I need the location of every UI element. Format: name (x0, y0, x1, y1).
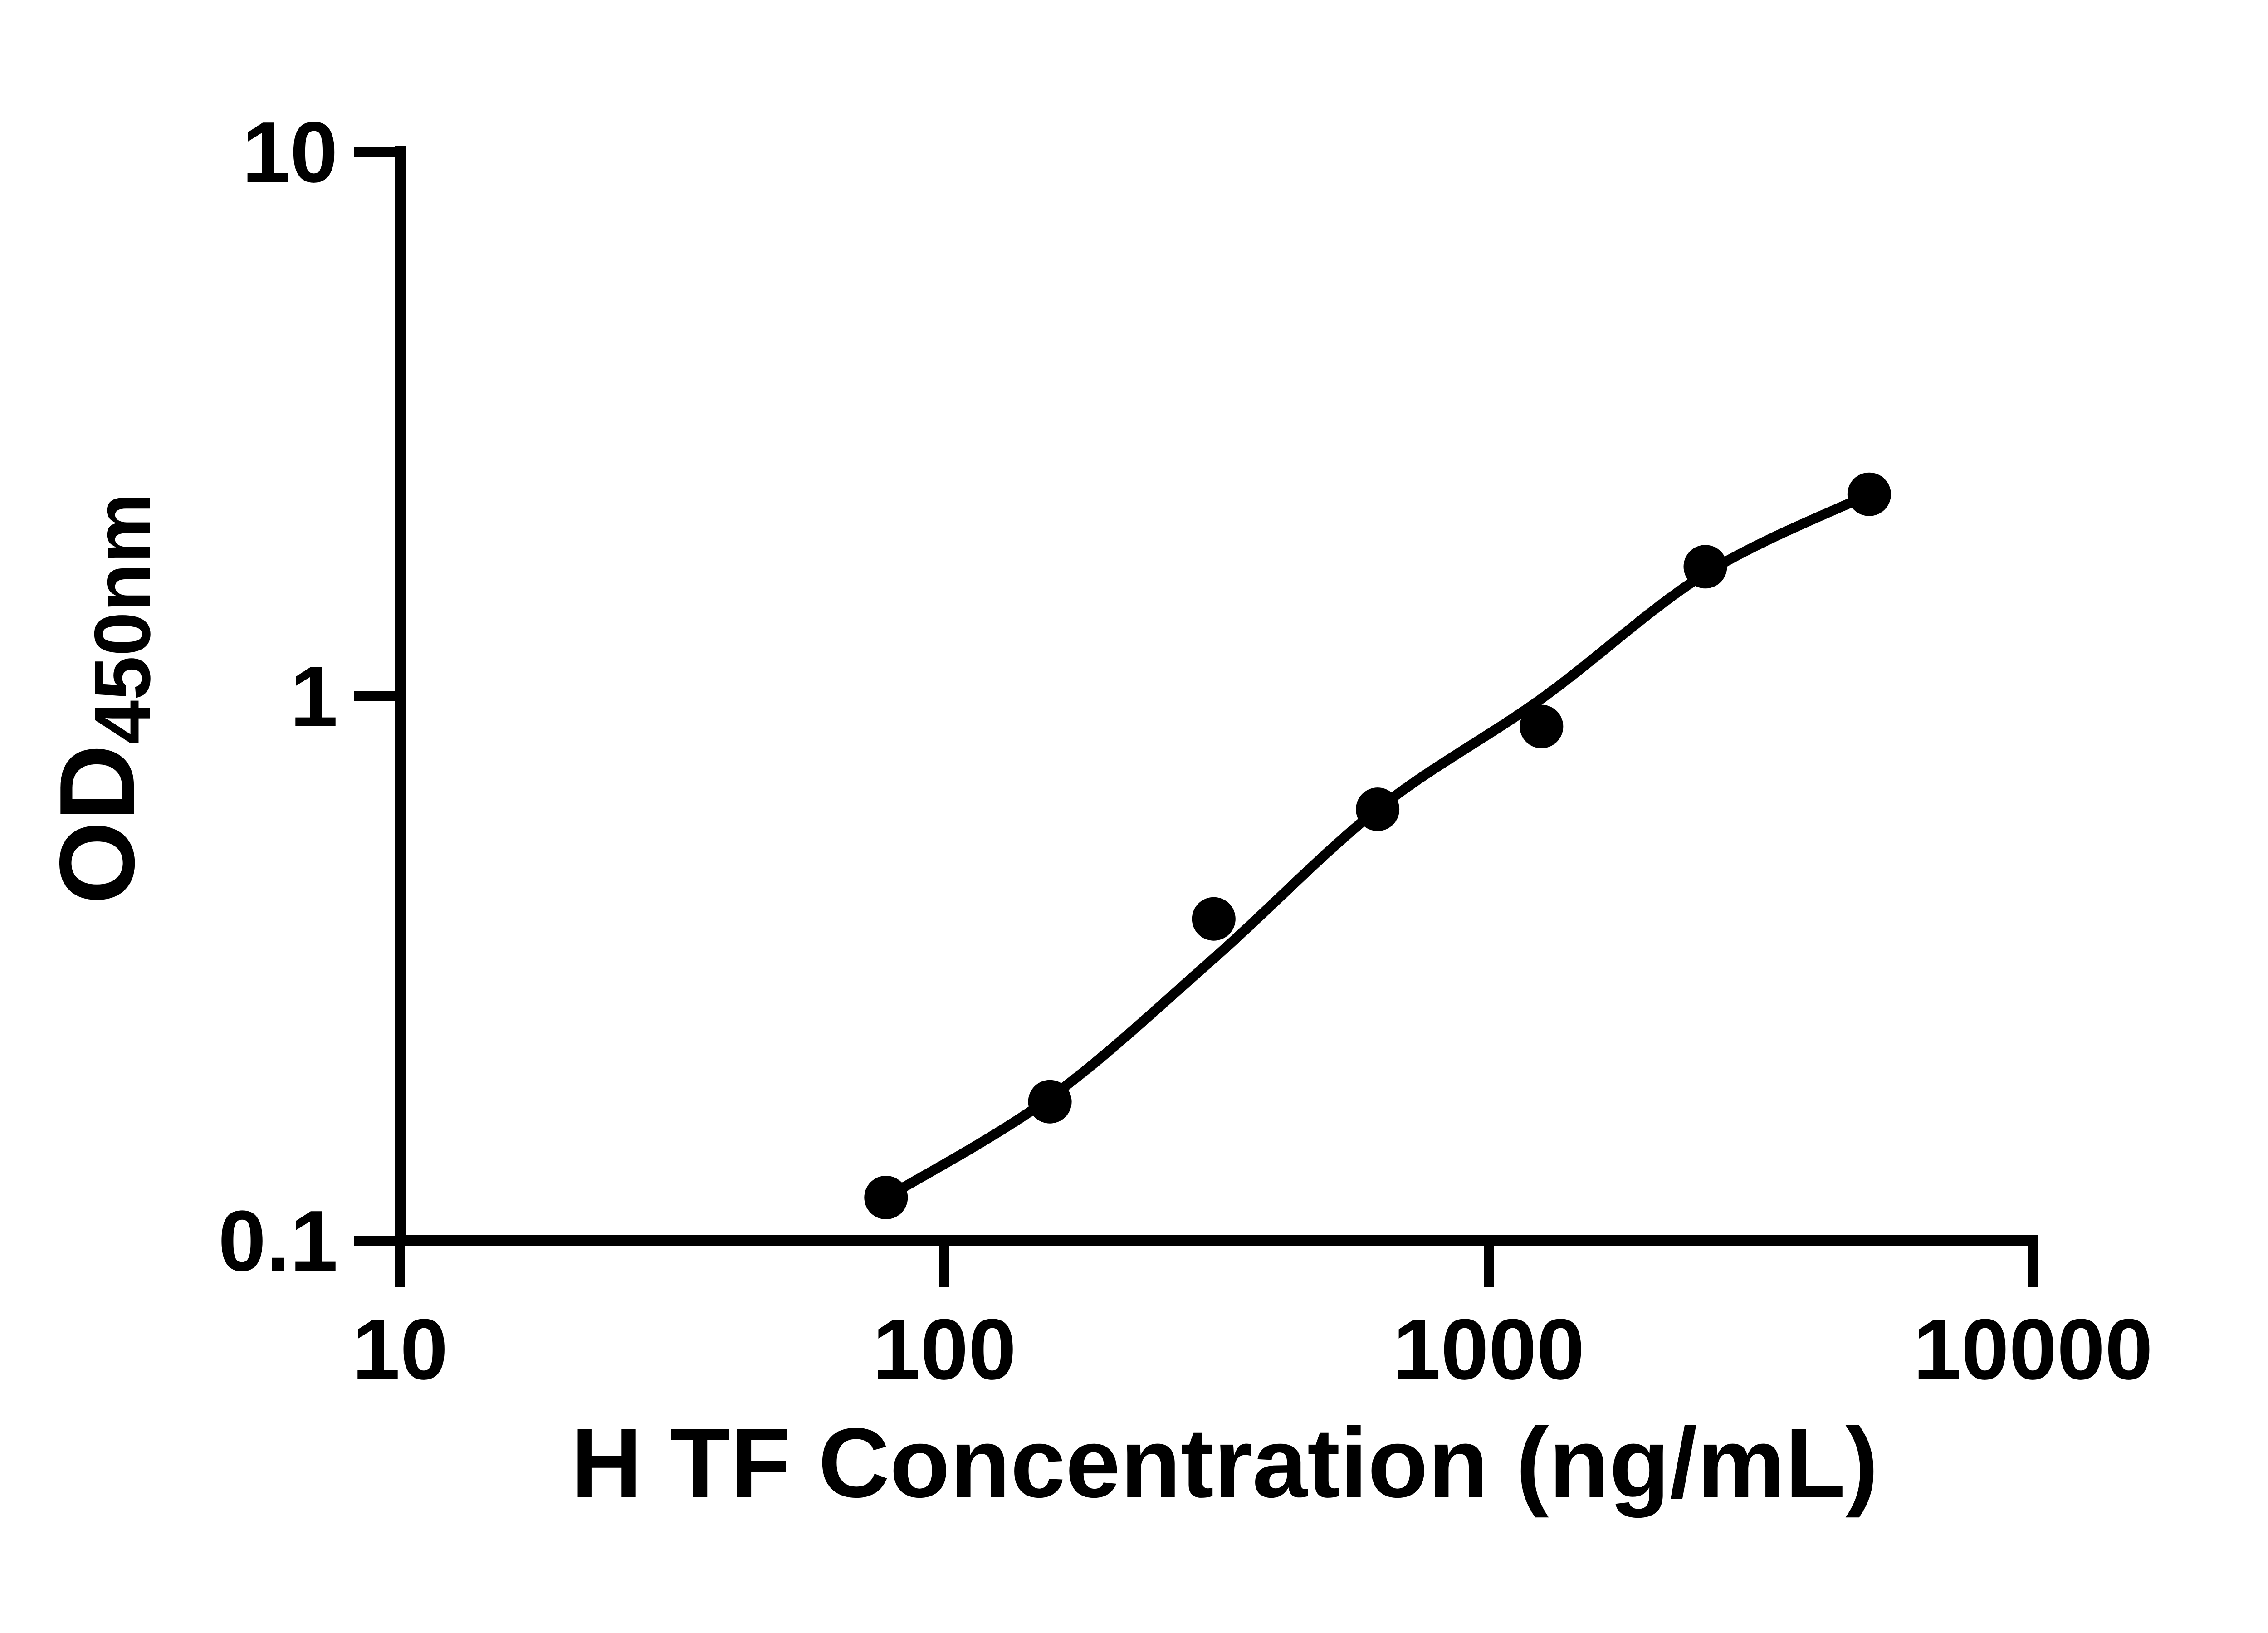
y-axis-title-main: OD (37, 744, 156, 905)
data-point-series (864, 472, 1891, 1219)
data-point (864, 1176, 908, 1219)
x-tick-label: 10 (352, 1301, 448, 1398)
axis-lines (395, 146, 2038, 1246)
data-point (1192, 897, 1236, 941)
x-tick-label: 1000 (1393, 1301, 1585, 1398)
y-tick-label: 0.1 (218, 1193, 338, 1289)
y-tick-label: 1 (290, 649, 338, 745)
data-point (1028, 1080, 1072, 1124)
x-axis-title: H TF Concentration (ng/mL) (571, 1408, 1878, 1518)
y-axis-ticks (354, 147, 400, 1246)
data-point (1356, 787, 1400, 831)
x-tick-label: 10000 (1913, 1301, 2153, 1398)
x-axis-tick-labels: 10 100 1000 10000 (352, 1301, 2153, 1398)
data-point (1683, 545, 1727, 589)
data-point (1520, 704, 1564, 748)
y-axis-title: OD450nm (37, 493, 167, 905)
y-tick-label: 10 (242, 104, 338, 200)
x-tick-label: 100 (872, 1301, 1016, 1398)
y-axis-tick-labels: 10 1 0.1 (218, 104, 338, 1289)
x-axis-ticks (395, 1241, 2038, 1287)
y-axis-title-sub: 450nm (78, 493, 167, 744)
data-point (1847, 472, 1891, 516)
